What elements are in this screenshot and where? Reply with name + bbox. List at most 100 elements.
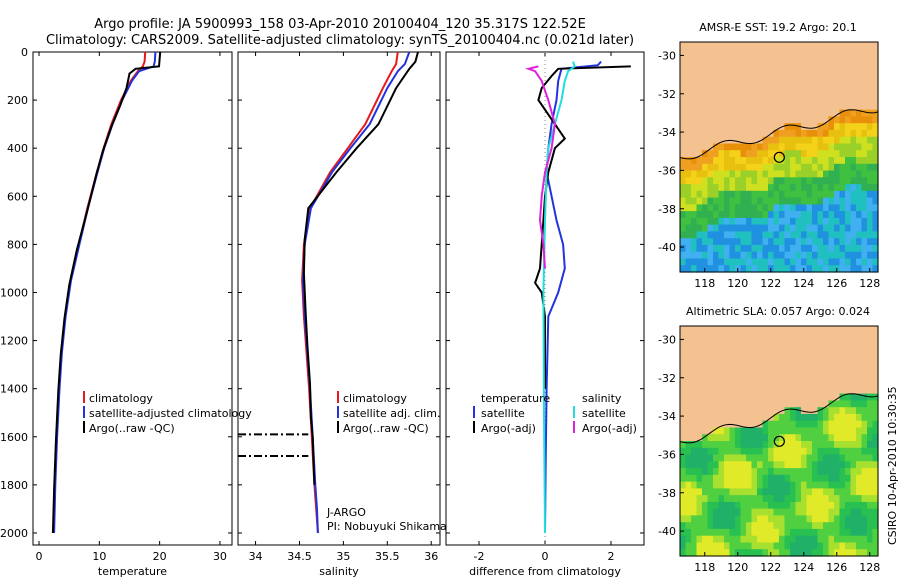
map-cell bbox=[702, 380, 709, 388]
map-cell bbox=[784, 461, 791, 469]
map-cell bbox=[773, 48, 780, 57]
map-cell bbox=[702, 143, 709, 151]
map-cell bbox=[817, 75, 824, 84]
map-cell bbox=[872, 468, 879, 476]
map-cell bbox=[735, 508, 742, 516]
map-cell bbox=[757, 549, 764, 557]
y-tick-label: 1000 bbox=[0, 286, 28, 299]
map-cell bbox=[784, 96, 791, 104]
map-cell bbox=[867, 96, 874, 104]
map-cell bbox=[740, 75, 747, 84]
map-cell bbox=[845, 123, 852, 131]
map-cell bbox=[823, 136, 830, 145]
map-cell bbox=[867, 157, 874, 165]
map-cell bbox=[801, 170, 808, 178]
map-cell bbox=[806, 62, 813, 70]
map-cell bbox=[784, 75, 791, 84]
map-cell bbox=[751, 542, 758, 550]
map-cell bbox=[801, 474, 808, 483]
map-cell bbox=[724, 393, 731, 401]
map-cell bbox=[768, 123, 775, 131]
map-cell bbox=[845, 346, 852, 354]
map-cell bbox=[812, 69, 819, 77]
map-cell bbox=[768, 48, 775, 57]
map-cell bbox=[779, 326, 786, 334]
map-cell bbox=[839, 488, 846, 496]
map-cell bbox=[806, 332, 813, 341]
map-cell bbox=[845, 48, 852, 57]
map-cell bbox=[790, 116, 797, 124]
map-cell bbox=[691, 136, 698, 145]
map-cell bbox=[773, 468, 780, 476]
map-cell bbox=[680, 150, 687, 158]
map-cell bbox=[872, 441, 879, 449]
map-cell bbox=[850, 184, 857, 192]
map-cell bbox=[735, 42, 742, 50]
map-cell bbox=[817, 508, 824, 516]
map-cell bbox=[762, 177, 769, 185]
map-cell bbox=[861, 400, 868, 408]
map-cell bbox=[680, 461, 687, 469]
map-cell bbox=[856, 170, 863, 178]
legend-salinity-satellite: satellite bbox=[582, 407, 626, 420]
map-cell bbox=[773, 461, 780, 469]
map-cell bbox=[806, 129, 813, 138]
map-cell bbox=[735, 454, 742, 462]
map-cell bbox=[691, 150, 698, 158]
map-cell bbox=[828, 265, 835, 273]
map-cell bbox=[740, 332, 747, 341]
map-cell bbox=[806, 461, 813, 469]
map-cell bbox=[856, 204, 863, 212]
map-cell bbox=[713, 102, 720, 111]
map-cell bbox=[834, 393, 841, 401]
map-cell bbox=[795, 204, 802, 212]
map-cell bbox=[790, 481, 797, 489]
map-cell bbox=[856, 190, 863, 199]
map-cell bbox=[724, 413, 731, 422]
map-cell bbox=[823, 481, 830, 489]
map-cell bbox=[757, 380, 764, 388]
map-cell bbox=[850, 42, 857, 50]
map-cell bbox=[861, 244, 868, 253]
map-cell bbox=[685, 48, 692, 57]
map-cell bbox=[834, 380, 841, 388]
map-cell bbox=[861, 373, 868, 381]
map-cell bbox=[746, 123, 753, 131]
map-cell bbox=[872, 454, 879, 462]
map-cell bbox=[768, 427, 775, 435]
map-cell bbox=[735, 197, 742, 205]
map-cell bbox=[872, 366, 879, 374]
map-cell bbox=[861, 447, 868, 456]
map-cell bbox=[779, 468, 786, 476]
map-cell bbox=[828, 238, 835, 246]
map-cell bbox=[707, 251, 714, 260]
map-cell bbox=[872, 332, 879, 341]
map-cell bbox=[702, 501, 709, 510]
map-cell bbox=[707, 515, 714, 523]
map-cell bbox=[812, 258, 819, 266]
map-cell bbox=[735, 102, 742, 111]
map-cell bbox=[850, 515, 857, 523]
map-cell bbox=[839, 380, 846, 388]
map-cell bbox=[757, 353, 764, 361]
legend-salinity-header: salinity bbox=[582, 392, 622, 405]
map-cell bbox=[839, 143, 846, 151]
map-cell bbox=[680, 62, 687, 70]
map-cell bbox=[801, 501, 808, 510]
map-cell bbox=[729, 495, 736, 503]
map-cell bbox=[812, 508, 819, 516]
map-cell bbox=[839, 400, 846, 408]
map-cell bbox=[685, 102, 692, 111]
map-cell bbox=[834, 102, 841, 111]
map-cell bbox=[867, 62, 874, 70]
map-cell bbox=[839, 231, 846, 239]
map-cell bbox=[779, 197, 786, 205]
map-cell bbox=[680, 447, 687, 456]
map-cell bbox=[691, 346, 698, 354]
map-cell bbox=[735, 339, 742, 347]
map-cell bbox=[691, 157, 698, 165]
map-cell bbox=[839, 522, 846, 530]
map-cell bbox=[757, 177, 764, 185]
map-cell bbox=[845, 468, 852, 476]
map-cell bbox=[762, 407, 769, 415]
